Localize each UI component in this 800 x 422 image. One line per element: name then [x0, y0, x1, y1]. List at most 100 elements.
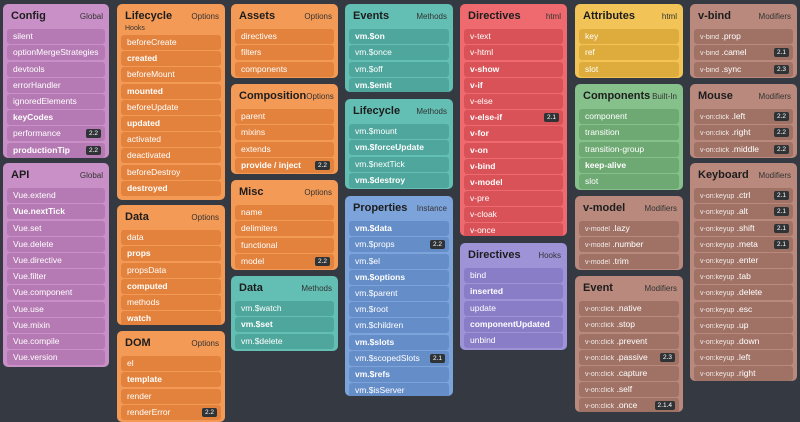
item-vm-emit-link[interactable]: vm.$emit [349, 77, 449, 92]
item-vue-nexttick-link[interactable]: Vue.nextTick [7, 204, 105, 220]
item-self-link[interactable]: v-on:click .self [579, 382, 679, 398]
item-keycodes-link[interactable]: keyCodes [7, 110, 105, 126]
item-performance-link[interactable]: performance 2.2 [7, 126, 105, 142]
item-render-link[interactable]: render [121, 388, 221, 404]
item-beforedestroy-link[interactable]: beforeDestroy [121, 164, 221, 180]
item-mounted-link[interactable]: mounted [121, 83, 221, 99]
item-key-link[interactable]: key [579, 29, 679, 45]
item-tab-link[interactable]: v-on:keyup .tab [694, 269, 793, 285]
item-right-link[interactable]: v-on:keyup .right [694, 366, 793, 381]
item-unbind-link[interactable]: unbind [464, 332, 563, 348]
item-ref-link[interactable]: ref [579, 45, 679, 61]
item-vm-watch-link[interactable]: vm.$watch [235, 301, 334, 317]
item-vm-on-link[interactable]: vm.$on [349, 29, 449, 45]
item-vm-data-link[interactable]: vm.$data [349, 221, 449, 237]
item-ignoredelements-link[interactable]: ignoredElements [7, 93, 105, 109]
item-left-link[interactable]: v-on:keyup .left [694, 350, 793, 366]
item-beforemount-link[interactable]: beforeMount [121, 67, 221, 83]
item-bind-link[interactable]: bind [464, 268, 563, 284]
item-parent-link[interactable]: parent [235, 109, 334, 125]
item-v-once-link[interactable]: v-once [464, 223, 563, 236]
item-optionmergestrategies-link[interactable]: optionMergeStrategies [7, 45, 105, 61]
item-watch-link[interactable]: watch [121, 311, 221, 325]
item-enter-link[interactable]: v-on:keyup .enter [694, 252, 793, 268]
item-vue-version-link[interactable]: Vue.version [7, 350, 105, 366]
item-vm-el-link[interactable]: vm.$el [349, 253, 449, 269]
item-beforecreate-link[interactable]: beforeCreate [121, 35, 221, 50]
item-v-bind-link[interactable]: v-bind [464, 158, 563, 174]
item-v-on-link[interactable]: v-on [464, 142, 563, 158]
item-meta-link[interactable]: v-on:keyup .meta 2.1 [694, 236, 793, 252]
item-directives-link[interactable]: directives [235, 29, 334, 45]
item-update-link[interactable]: update [464, 300, 563, 316]
item-functional-link[interactable]: functional [235, 237, 334, 253]
item-alt-link[interactable]: v-on:keyup .alt 2.1 [694, 204, 793, 220]
item-v-html-link[interactable]: v-html [464, 45, 563, 61]
item-slot-link[interactable]: slot [579, 173, 679, 189]
item-once-link[interactable]: v-on:click .once 2.1.4 [579, 398, 679, 412]
item-rendererror-link[interactable]: renderError 2.2 [121, 404, 221, 420]
item-vm-delete-link[interactable]: vm.$delete [235, 333, 334, 349]
item-component-link[interactable]: component [579, 109, 679, 125]
item-componentupdated-link[interactable]: componentUpdated [464, 316, 563, 332]
item-beforeupdate-link[interactable]: beforeUpdate [121, 99, 221, 115]
item-vm-slots-link[interactable]: vm.$slots [349, 334, 449, 350]
item-vue-mixin-link[interactable]: Vue.mixin [7, 317, 105, 333]
item-native-link[interactable]: v-on:click .native [579, 301, 679, 317]
item-productiontip-link[interactable]: productionTip 2.2 [7, 142, 105, 158]
item-trim-link[interactable]: v-model .trim [579, 253, 679, 269]
item-v-model-link[interactable]: v-model [464, 174, 563, 190]
item-provide-inject-link[interactable]: provide / inject 2.2 [235, 157, 334, 173]
item-computed-link[interactable]: computed [121, 278, 221, 294]
item-vm-isserver-link[interactable]: vm.$isServer [349, 383, 449, 396]
item-right-link[interactable]: v-on:click .right 2.2 [694, 125, 793, 141]
item-name-link[interactable]: name [235, 205, 334, 221]
item-capture-link[interactable]: v-on:click .capture [579, 365, 679, 381]
item-vue-filter-link[interactable]: Vue.filter [7, 269, 105, 285]
item-keep-alive-link[interactable]: keep-alive [579, 157, 679, 173]
item-errorhandler-link[interactable]: errorHandler [7, 77, 105, 93]
item-down-link[interactable]: v-on:keyup .down [694, 333, 793, 349]
item-transition-link[interactable]: transition [579, 125, 679, 141]
item-vm-parent-link[interactable]: vm.$parent [349, 285, 449, 301]
item-template-link[interactable]: template [121, 372, 221, 388]
item-delete-link[interactable]: v-on:keyup .delete [694, 285, 793, 301]
item-filters-link[interactable]: filters [235, 45, 334, 61]
item-vm-set-link[interactable]: vm.$set [235, 317, 334, 333]
item-lazy-link[interactable]: v-model .lazy [579, 221, 679, 237]
item-data-link[interactable]: data [121, 230, 221, 246]
item-props-link[interactable]: props [121, 246, 221, 262]
item-vm-nexttick-link[interactable]: vm.$nextTick [349, 156, 449, 172]
item-esc-link[interactable]: v-on:keyup .esc [694, 301, 793, 317]
item-vm-mount-link[interactable]: vm.$mount [349, 124, 449, 140]
item-v-pre-link[interactable]: v-pre [464, 191, 563, 207]
item-devtools-link[interactable]: devtools [7, 61, 105, 77]
item-passive-link[interactable]: v-on:click .passive 2.3 [579, 349, 679, 365]
item-v-cloak-link[interactable]: v-cloak [464, 207, 563, 223]
item-created-link[interactable]: created [121, 51, 221, 67]
item-delimiters-link[interactable]: delimiters [235, 221, 334, 237]
item-vue-delete-link[interactable]: Vue.delete [7, 236, 105, 252]
item-propsdata-link[interactable]: propsData [121, 262, 221, 278]
item-transition-group-link[interactable]: transition-group [579, 141, 679, 157]
item-deactivated-link[interactable]: deactivated [121, 148, 221, 164]
item-left-link[interactable]: v-on:click .left 2.2 [694, 109, 793, 125]
item-shift-link[interactable]: v-on:keyup .shift 2.1 [694, 220, 793, 236]
item-v-else-if-link[interactable]: v-else-if 2.1 [464, 110, 563, 126]
item-v-else-link[interactable]: v-else [464, 93, 563, 109]
item-silent-link[interactable]: silent [7, 29, 105, 45]
item-slot-link[interactable]: slot [579, 61, 679, 77]
item-stop-link[interactable]: v-on:click .stop [579, 317, 679, 333]
item-ctrl-link[interactable]: v-on:keyup .ctrl 2.1 [694, 188, 793, 204]
item-middle-link[interactable]: v-on:click .middle 2.2 [694, 141, 793, 157]
item-vue-set-link[interactable]: Vue.set [7, 220, 105, 236]
item-sync-link[interactable]: v-bind .sync 2.3 [694, 61, 793, 77]
item-updated-link[interactable]: updated [121, 115, 221, 131]
item-inserted-link[interactable]: inserted [464, 284, 563, 300]
item-v-for-link[interactable]: v-for [464, 126, 563, 142]
item-prevent-link[interactable]: v-on:click .prevent [579, 333, 679, 349]
item-v-show-link[interactable]: v-show [464, 61, 563, 77]
item-vue-directive-link[interactable]: Vue.directive [7, 252, 105, 268]
item-vm-children-link[interactable]: vm.$children [349, 318, 449, 334]
item-extends-link[interactable]: extends [235, 141, 334, 157]
